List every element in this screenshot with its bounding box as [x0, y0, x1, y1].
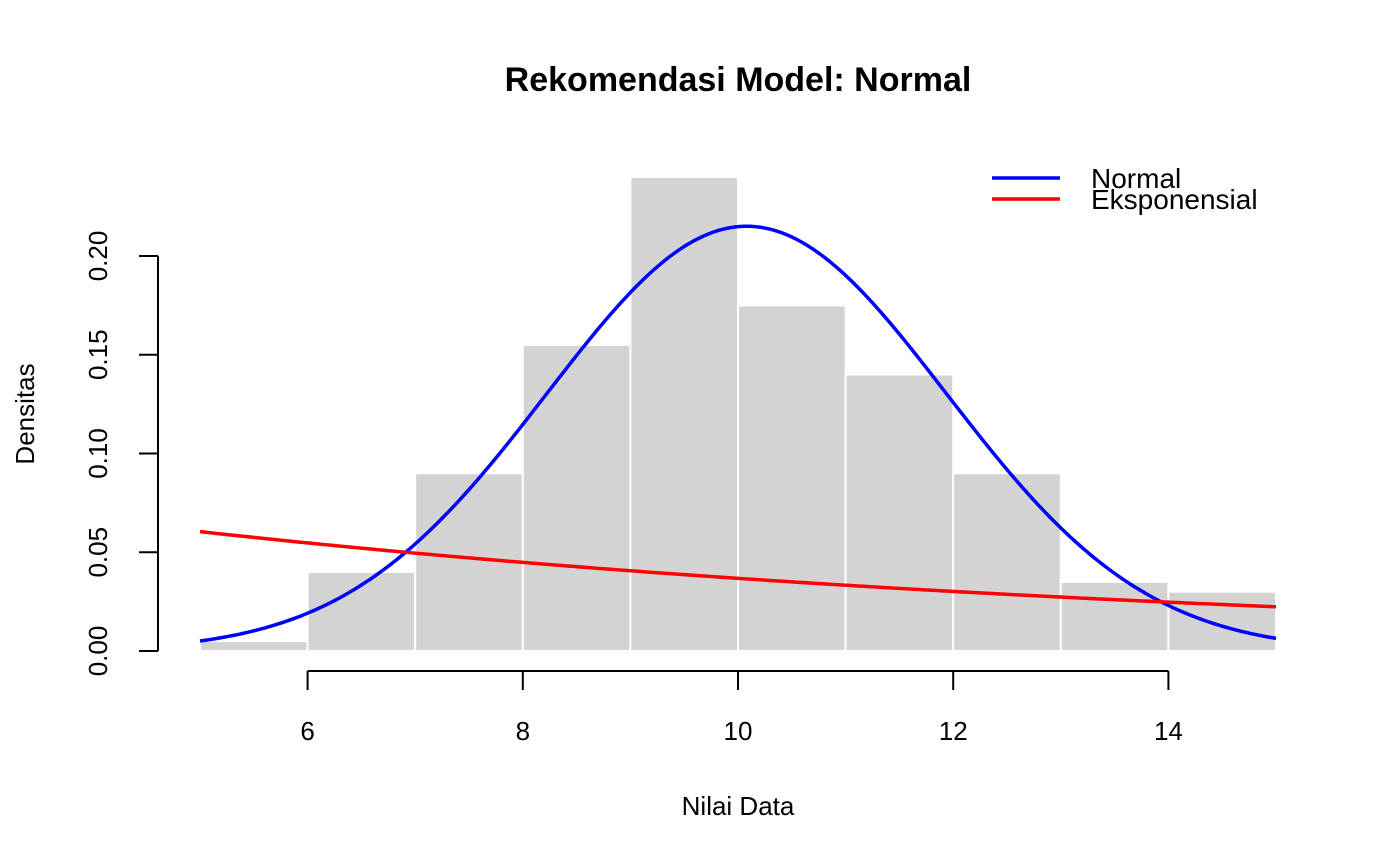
- x-tick-label-10: 10: [724, 716, 753, 746]
- x-tick-label-8: 8: [516, 716, 530, 746]
- x-axis-label: Nilai Data: [682, 791, 795, 821]
- y-tick-label-2: 0.10: [83, 428, 113, 479]
- histogram-bar-1: [199, 640, 309, 652]
- x-axis: 6 8 10 12 14: [300, 670, 1183, 746]
- histogram-bar-8: [952, 472, 1062, 652]
- bars-layer: [199, 176, 1278, 652]
- eksponensial-legend-label: Eksponensial: [1091, 184, 1258, 215]
- y-tick-label-4: 0.20: [83, 231, 113, 282]
- curves-layer: [199, 224, 1277, 643]
- histogram-bar-10: [1167, 590, 1278, 652]
- x-tick-label-6: 6: [300, 716, 314, 746]
- normal-legend-label: Normal: [1091, 163, 1181, 194]
- x-tick-label-12: 12: [939, 716, 968, 746]
- x-tick-label-14: 14: [1154, 716, 1183, 746]
- y-tick-label-1: 0.05: [83, 527, 113, 578]
- y-axis: 0.00 0.05 0.10 0.15 0.20: [83, 231, 159, 677]
- histogram-bar-9: [1059, 580, 1170, 652]
- histogram-bar-4: [521, 343, 632, 652]
- y-axis-label: Densitas: [10, 363, 40, 464]
- normal-density-curve: [199, 224, 1277, 643]
- chart-title: Rekomendasi Model: Normal: [505, 61, 972, 99]
- histogram-bar-6: [737, 304, 847, 652]
- y-tick-label-3: 0.15: [83, 329, 113, 380]
- histogram-bar-7: [844, 373, 955, 652]
- eksponensial-density-curve: [199, 529, 1277, 609]
- y-tick-label-0: 0.00: [83, 626, 113, 677]
